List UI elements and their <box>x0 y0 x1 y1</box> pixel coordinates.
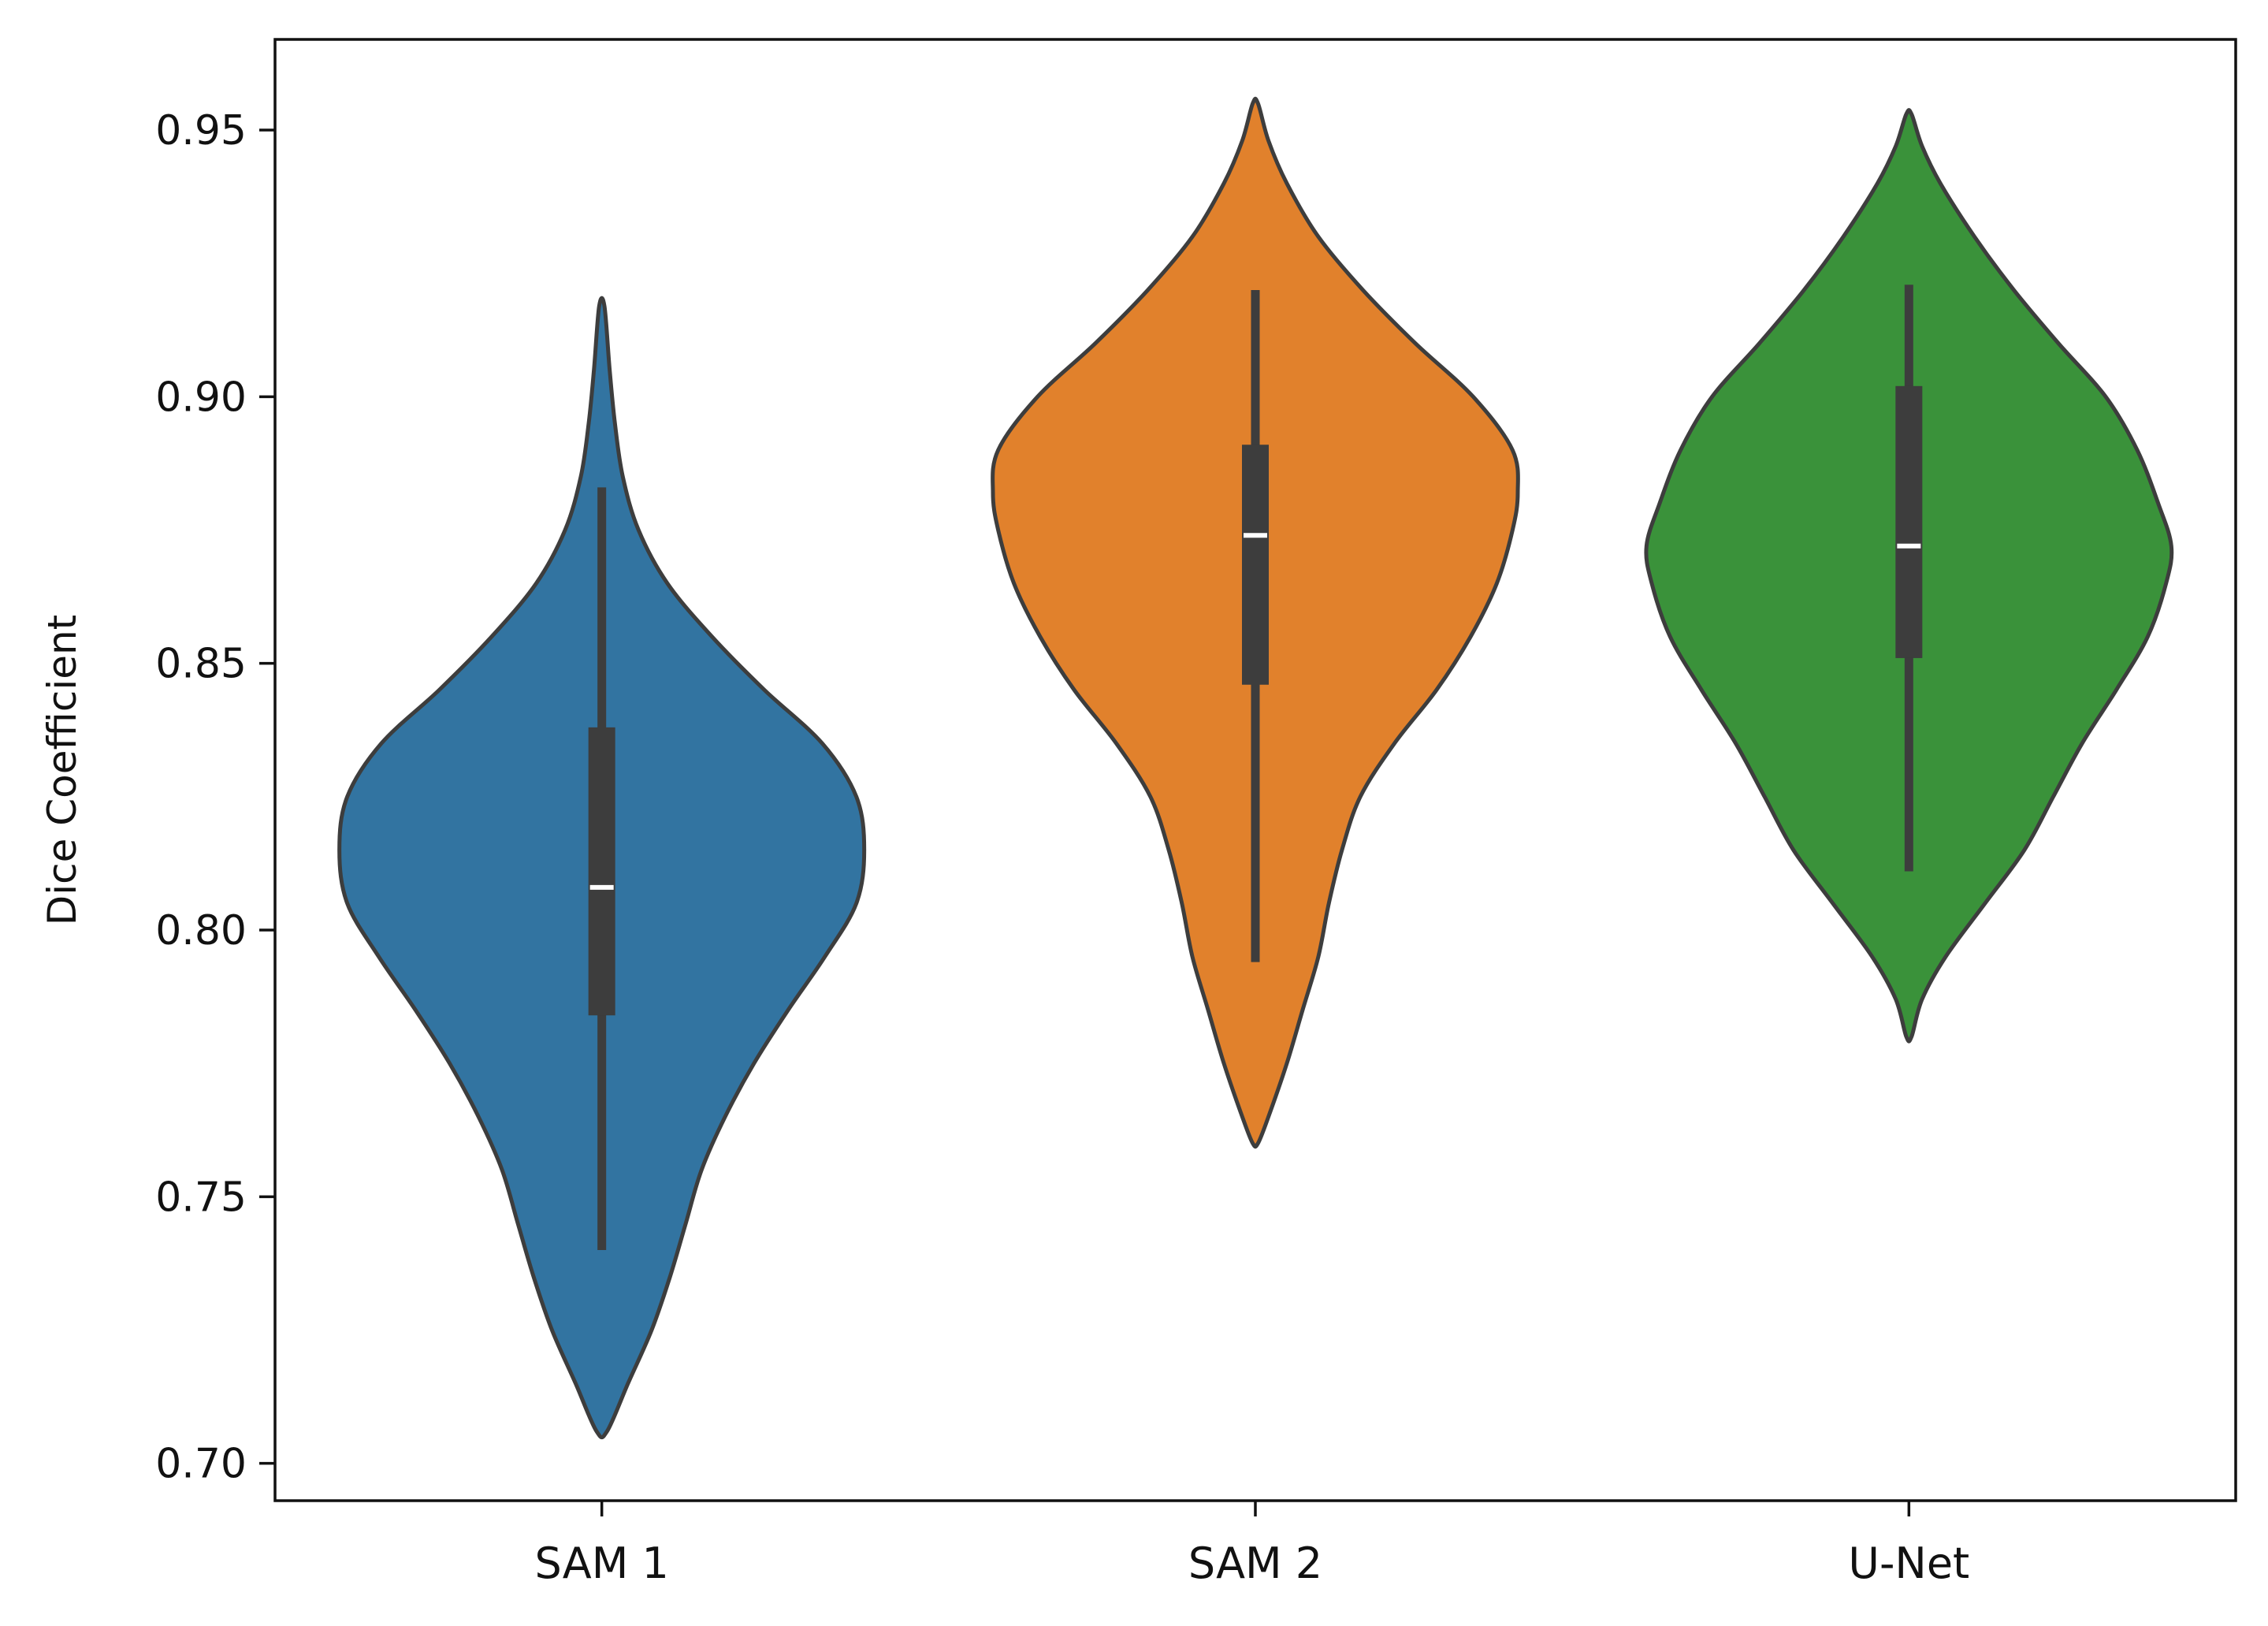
x-tick-label-u-net: U-Net <box>1848 1539 1969 1588</box>
y-tick-label: 0.90 <box>155 374 247 421</box>
x-tick-label-sam-2: SAM 2 <box>1188 1539 1322 1588</box>
iqr-box-u-net <box>1895 385 1923 658</box>
plot-frame <box>273 38 2237 1502</box>
y-tick-label: 0.75 <box>155 1174 247 1221</box>
x-axis-ticks: SAM 1 SAM 2 U-Net <box>534 1501 1969 1588</box>
y-axis-ticks: 0.70 0.75 0.80 0.85 0.90 0.95 <box>155 107 275 1488</box>
x-tick-label-sam-1: SAM 1 <box>534 1539 668 1588</box>
y-tick-label: 0.95 <box>155 107 247 154</box>
iqr-box-sam-1 <box>588 727 615 1016</box>
y-tick-label: 0.70 <box>155 1441 247 1488</box>
y-tick-label: 0.85 <box>155 641 247 688</box>
iqr-box-sam-2 <box>1242 445 1269 685</box>
y-tick-label: 0.80 <box>155 907 247 954</box>
y-axis-label: Dice Coefficient <box>39 615 85 926</box>
violin-layer <box>337 96 2174 1440</box>
